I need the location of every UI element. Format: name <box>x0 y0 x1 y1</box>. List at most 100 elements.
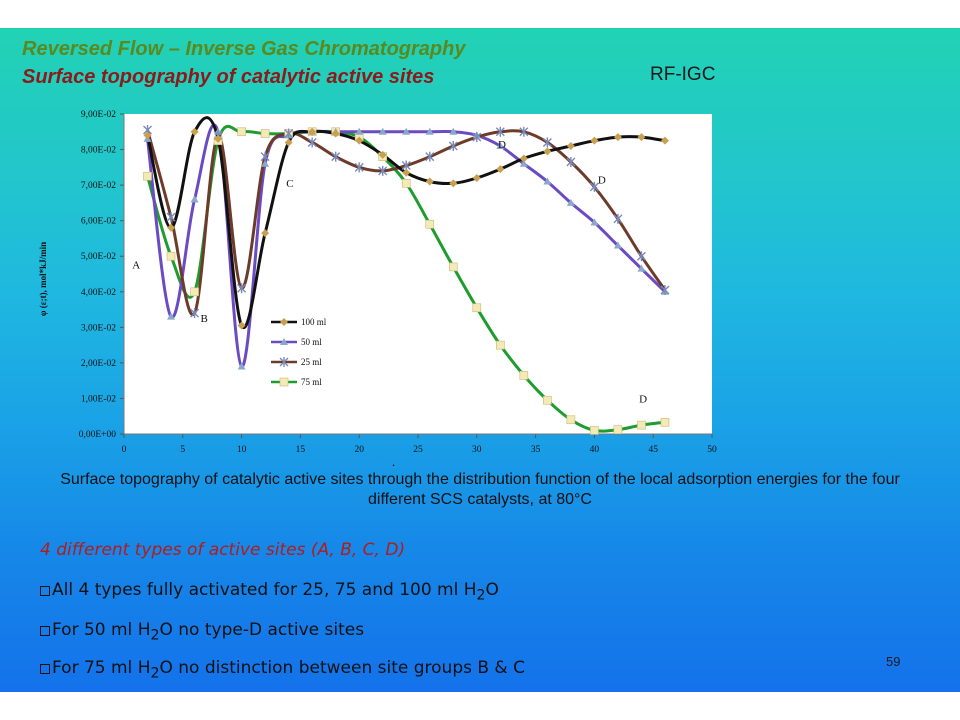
data-point <box>260 151 270 162</box>
data-point <box>495 126 505 137</box>
bullet-text: All 4 types fully activated for 25, 75 a… <box>52 580 477 600</box>
data-point <box>261 229 270 238</box>
data-point <box>660 136 669 145</box>
x-tick-label: 5 <box>180 445 185 455</box>
bullet-subscript: 2 <box>476 587 486 604</box>
data-point <box>214 134 223 143</box>
data-point <box>566 157 576 167</box>
data-point <box>190 308 200 319</box>
chart-annotation: D <box>498 139 506 151</box>
checkbox-bullet-icon <box>40 664 50 674</box>
x-tick-label: 25 <box>413 445 423 455</box>
data-point <box>519 126 529 137</box>
data-point <box>166 212 176 223</box>
chart-annotation: D <box>598 174 606 186</box>
data-point <box>472 303 482 313</box>
data-point <box>566 142 575 150</box>
data-point <box>613 133 622 142</box>
data-point <box>143 131 152 140</box>
data-point <box>449 179 458 188</box>
data-point <box>260 129 270 138</box>
data-point <box>636 251 646 262</box>
legend-marker <box>279 377 289 387</box>
chart-caption: Surface topography of catalytic active s… <box>60 471 900 508</box>
data-point <box>166 251 176 261</box>
data-point <box>167 312 176 320</box>
data-point <box>613 425 623 435</box>
data-point <box>284 128 294 139</box>
data-point <box>449 127 458 135</box>
x-axis-label: t, min <box>376 464 401 466</box>
x-tick-label: 10 <box>237 445 247 455</box>
legend-marker <box>280 338 288 345</box>
y-tick-label: 9,00E-02 <box>81 110 116 120</box>
data-point <box>307 137 317 148</box>
legend-marker <box>279 357 289 367</box>
data-point <box>448 141 458 151</box>
chart-annotation: A <box>132 260 140 272</box>
data-point <box>590 218 599 226</box>
data-point <box>237 321 246 330</box>
data-point <box>566 198 575 206</box>
data-point <box>402 168 411 177</box>
data-point <box>354 162 364 173</box>
x-tick-label: 0 <box>122 445 127 455</box>
bullet-text: O no distinction between site groups B &… <box>159 658 525 678</box>
legend-label: 50 ml <box>301 337 322 347</box>
data-point <box>355 136 364 145</box>
data-point <box>190 195 199 203</box>
data-point <box>637 420 646 430</box>
y-tick-label: 1,00E-02 <box>81 394 116 404</box>
data-point <box>425 177 434 186</box>
y-tick-label: 6,00E-02 <box>81 217 116 227</box>
data-point <box>261 159 270 167</box>
data-point <box>401 179 411 188</box>
data-point <box>190 287 199 297</box>
y-axis-label: φ (ε;t), mol*kJ/min <box>38 242 48 316</box>
data-point <box>378 165 388 176</box>
y-tick-label: 7,00E-02 <box>81 181 116 191</box>
bullet-item: For 50 ml H2O no type-D active sites <box>40 620 364 643</box>
data-point <box>519 371 529 380</box>
data-point <box>331 151 341 162</box>
checkbox-bullet-icon <box>40 626 50 636</box>
data-point <box>472 174 481 182</box>
legend-marker <box>280 318 288 326</box>
y-tick-label: 8,00E-02 <box>81 146 116 156</box>
data-point <box>542 137 552 148</box>
x-tick-label: 35 <box>531 445 541 455</box>
line-chart: 0,00E+00 1,00E-02 2,00E-02 3,00E-02 4,00E-02… <box>38 110 717 466</box>
data-point <box>237 362 246 370</box>
y-tick-label: 2,00E-02 <box>81 359 116 369</box>
y-tick-label: 3,00E-02 <box>81 323 116 333</box>
checkbox-bullet-icon <box>40 586 50 596</box>
bullet-text: For 50 ml H <box>52 620 151 640</box>
data-point <box>613 241 622 249</box>
bullet-subscript: 2 <box>150 665 160 682</box>
legend-label: 75 ml <box>301 377 322 387</box>
chart-annotation: C <box>286 178 293 190</box>
data-point <box>331 129 340 138</box>
y-tick-label: 5,00E-02 <box>81 252 116 262</box>
data-point <box>637 133 646 142</box>
data-point <box>378 127 387 135</box>
x-tick-label: 45 <box>648 445 658 455</box>
bullet-text: For 75 ml H <box>52 658 151 678</box>
data-point <box>590 136 599 145</box>
data-point <box>378 150 387 159</box>
data-point <box>448 262 458 272</box>
data-point <box>496 142 505 149</box>
data-point <box>660 417 670 427</box>
data-point <box>308 127 317 136</box>
page-number: 59 <box>886 654 901 669</box>
data-point <box>425 151 435 162</box>
chart-annotation: B <box>200 313 207 325</box>
bullet-item: For 75 ml H2O no distinction between sit… <box>40 658 525 681</box>
x-tick-label: 40 <box>590 445 600 455</box>
x-tick-label: 15 <box>296 445 306 455</box>
slide-title-line2: Surface topography of catalytic active s… <box>22 66 435 88</box>
data-point <box>637 264 646 272</box>
bullet-text: O no type-D active sites <box>159 620 365 640</box>
legend-label: 25 ml <box>301 357 322 367</box>
data-point <box>237 127 246 137</box>
